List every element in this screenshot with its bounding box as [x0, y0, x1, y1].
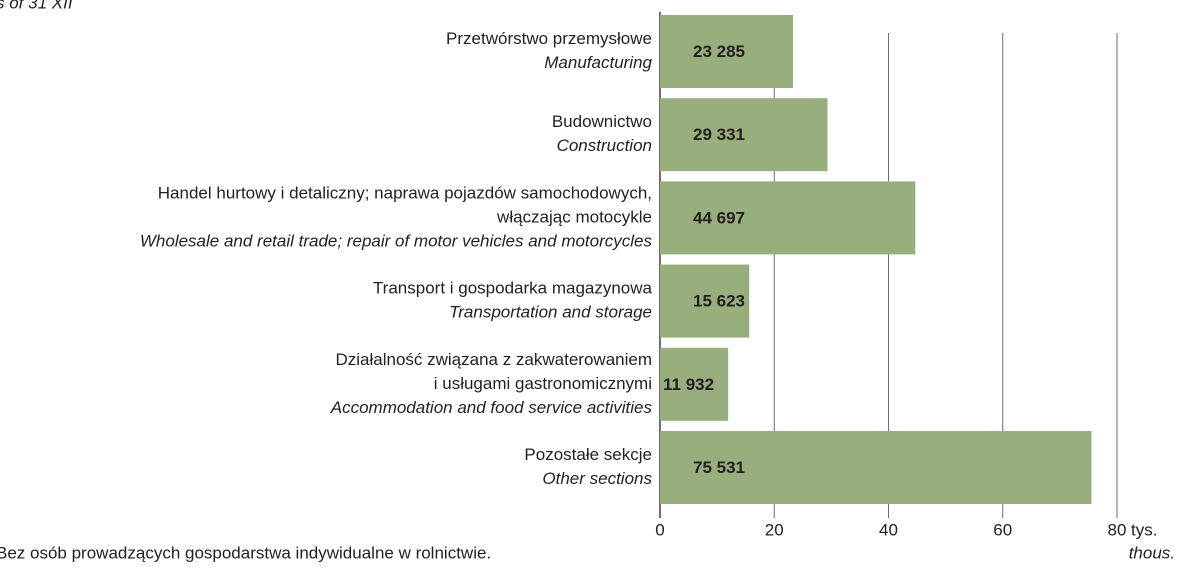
bar: [660, 431, 1092, 504]
x-tick-label: 60: [993, 520, 1012, 539]
value-label: 44 697: [693, 208, 745, 227]
category-label: Przetwórstwo przemysłowe: [446, 29, 652, 48]
bar: [660, 181, 916, 255]
footnote: Bez osób prowadzących gospodarstwa indyw…: [0, 543, 491, 562]
category-label: Budownictwo: [552, 112, 652, 131]
x-unit: tys.: [1131, 520, 1157, 539]
category-label-en: Manufacturing: [544, 53, 652, 72]
bar: [660, 347, 729, 421]
category-label: włączając motocykle: [496, 207, 652, 226]
category-label: i usługami gastronomicznymi: [434, 374, 652, 393]
category-label: Transport i gospodarka magazynowa: [373, 279, 653, 298]
category-label: Działalność związana z zakwaterowaniem: [335, 350, 652, 369]
x-tick-label: 40: [879, 520, 898, 539]
x-tick-label: 0: [655, 520, 664, 539]
category-label: Pozostałe sekcje: [524, 445, 652, 464]
value-label: 11 932: [663, 375, 714, 394]
x-tick-label: 20: [765, 520, 784, 539]
category-label-en: Transportation and storage: [449, 303, 652, 322]
x-unit-en: thous.: [1129, 543, 1175, 562]
bar: [660, 98, 828, 172]
bar: [660, 264, 750, 338]
category-label-en: Other sections: [542, 469, 652, 488]
value-label: 29 331: [693, 125, 745, 144]
value-label: 15 623: [693, 292, 745, 311]
category-label: Handel hurtowy i detaliczny; naprawa poj…: [158, 183, 652, 202]
value-label: 23 285: [693, 42, 745, 61]
value-label: 75 531: [693, 458, 745, 477]
x-tick-label: 80: [1108, 520, 1127, 539]
chart-title: s of 31 XII: [0, 0, 73, 12]
category-label-en: Wholesale and retail trade; repair of mo…: [140, 231, 653, 250]
category-label-en: Construction: [557, 136, 652, 155]
category-label-en: Accommodation and food service activitie…: [330, 398, 653, 417]
bar: [660, 15, 794, 88]
